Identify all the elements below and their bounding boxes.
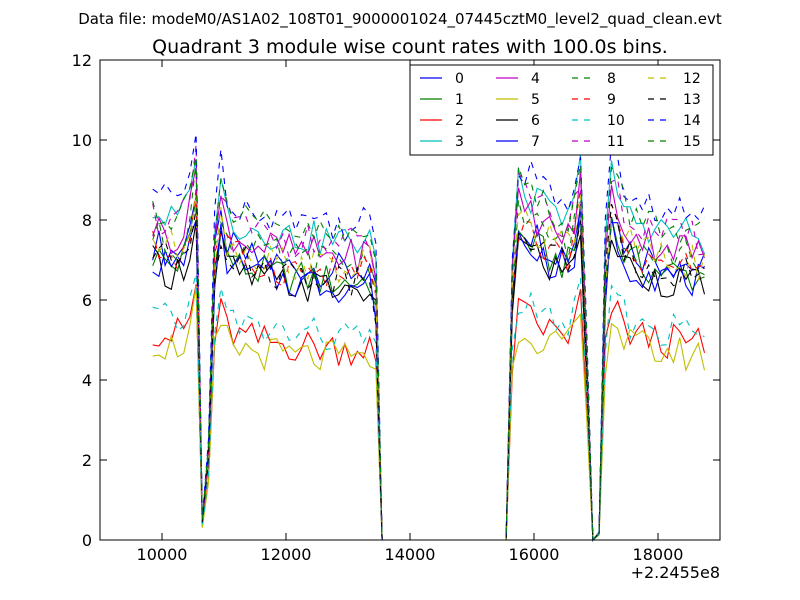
y-tick-label: 6 — [82, 291, 92, 310]
y-tick-label: 4 — [82, 371, 92, 390]
series-line-8 — [152, 161, 705, 542]
chart-suptitle: Data file: modeM0/AS1A02_108T01_90000010… — [78, 10, 722, 29]
legend-label: 7 — [531, 134, 540, 150]
legend-label: 8 — [607, 71, 616, 87]
legend-label: 6 — [531, 113, 540, 129]
y-tick-label: 2 — [82, 451, 92, 470]
y-tick-label: 12 — [72, 51, 92, 70]
chart-title: Quadrant 3 module wise count rates with … — [152, 36, 668, 58]
x-tick-label: 12000 — [261, 545, 312, 564]
y-tick-label: 10 — [72, 131, 92, 150]
x-tick-label: 10000 — [137, 545, 188, 564]
legend-label: 15 — [683, 134, 701, 150]
y-tick-label: 0 — [82, 531, 92, 550]
legend-label: 2 — [455, 113, 464, 129]
legend-label: 10 — [607, 113, 625, 129]
plot-frame — [99, 59, 721, 541]
legend-label: 13 — [683, 92, 701, 108]
legend-label: 12 — [683, 71, 701, 87]
legend-label: 4 — [531, 71, 540, 87]
legend-label: 14 — [683, 113, 701, 129]
y-tick-label: 8 — [82, 211, 92, 230]
x-tick-label: 16000 — [509, 545, 560, 564]
legend-label: 1 — [455, 92, 464, 108]
legend-frame — [409, 64, 714, 156]
series-line-10 — [152, 273, 705, 542]
x-tick-label: 18000 — [633, 545, 684, 564]
legend-label: 9 — [607, 92, 616, 108]
legend-label: 5 — [531, 92, 540, 108]
legend-label: 3 — [455, 134, 464, 150]
x-tick-label: 14000 — [385, 545, 436, 564]
legend-label: 11 — [607, 134, 625, 150]
x-offset-label: +2.2455e8 — [631, 563, 720, 582]
legend-label: 0 — [455, 71, 464, 87]
